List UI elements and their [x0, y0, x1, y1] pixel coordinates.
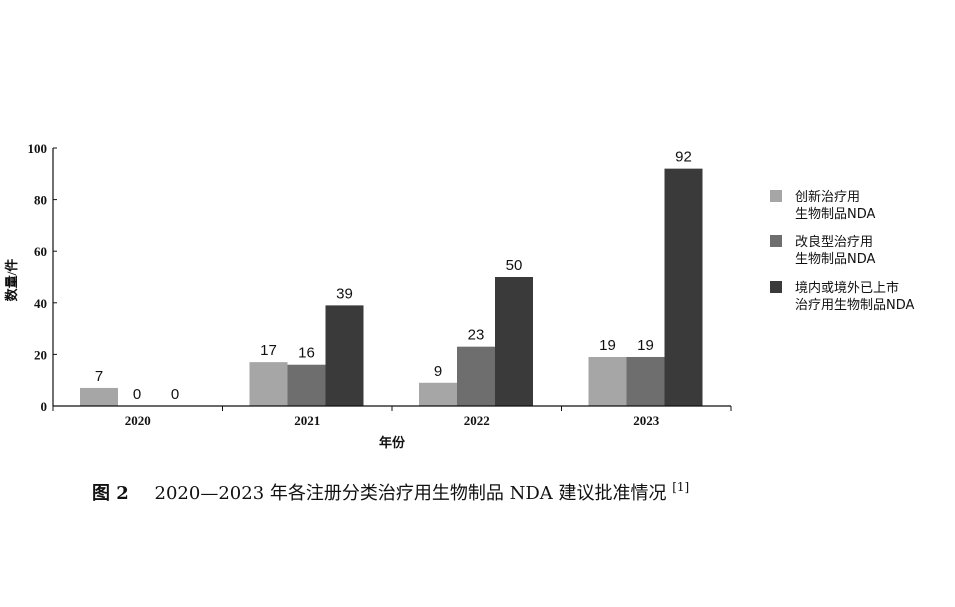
data-label: 9 [434, 363, 442, 380]
bar [588, 356, 627, 406]
y-tick-label: 60 [34, 244, 47, 259]
y-axis-title: 数量/件 [4, 259, 19, 302]
caption-text: 2020—2023 年各注册分类治疗用生物制品 NDA 建议批准情况 [155, 483, 667, 504]
data-label: 0 [171, 386, 179, 403]
bar [325, 305, 364, 406]
data-label: 19 [637, 337, 654, 354]
x-axis: 2020 2021 2022 2023 [52, 405, 732, 428]
x-tick-label: 2021 [294, 413, 320, 428]
bar [664, 168, 703, 406]
legend-label: 创新治疗用生物制品NDA [795, 189, 876, 222]
legend-label-line: 生物制品NDA [795, 207, 876, 222]
y-tick-label: 100 [28, 141, 48, 156]
bar [457, 346, 495, 406]
legend-label-line: 生物制品NDA [795, 252, 876, 267]
x-tick-label: 2023 [633, 413, 660, 428]
y-tick-label: 20 [34, 347, 47, 362]
legend-swatch [770, 190, 782, 202]
legend: 创新治疗用生物制品NDA改良型治疗用生物制品NDA境内或境外已上市治疗用生物制品… [770, 189, 915, 313]
bar [80, 387, 118, 406]
figure-caption: 图 2 2020—2023 年各注册分类治疗用生物制品 NDA 建议批准情况 [… [92, 480, 689, 504]
bar [249, 362, 288, 406]
bar [287, 364, 326, 406]
data-label: 17 [260, 342, 277, 359]
data-label: 50 [506, 257, 523, 274]
legend-label: 境内或境外已上市治疗用生物制品NDA [795, 280, 915, 313]
legend-label: 改良型治疗用生物制品NDA [795, 234, 876, 267]
data-label: 23 [468, 327, 485, 344]
legend-swatch [770, 281, 782, 293]
x-tick-label: 2022 [464, 413, 490, 428]
legend-entry: 改良型治疗用生物制品NDA [770, 234, 876, 267]
bar [626, 356, 665, 406]
legend-label-line: 改良型治疗用 [795, 234, 873, 250]
svg-text:图 2 2020—2023 年各注册分类治疗用生: 图 2 2020—2023 年各注册分类治疗用生物制品 NDA 建议批准情况 [… [92, 480, 689, 504]
data-label: 16 [298, 345, 315, 362]
plot-area: 7 17 9 19 0 16 23 19 0 39 50 92 [80, 149, 703, 406]
bar [495, 277, 533, 406]
y-tick-label: 40 [34, 296, 47, 311]
data-label: 19 [599, 337, 616, 354]
legend-entry: 境内或境外已上市治疗用生物制品NDA [770, 280, 915, 313]
data-label: 7 [95, 368, 103, 385]
x-tick-label: 2020 [125, 413, 151, 428]
legend-label-line: 境内或境外已上市 [795, 280, 899, 296]
bar [419, 382, 457, 406]
legend-swatch [770, 235, 782, 247]
legend-entry: 创新治疗用生物制品NDA [770, 189, 876, 222]
caption-ref: [1] [672, 480, 689, 494]
legend-label-line: 创新治疗用 [795, 189, 860, 205]
caption-label: 图 2 [92, 483, 129, 504]
legend-label-line: 治疗用生物制品NDA [795, 298, 915, 313]
data-label: 0 [133, 386, 141, 403]
data-label: 39 [336, 285, 353, 302]
data-label: 92 [675, 149, 692, 166]
x-axis-title: 年份 [379, 435, 406, 450]
y-tick-label: 0 [41, 399, 48, 414]
y-axis: 0 20 40 60 80 100 [28, 141, 57, 414]
y-tick-label: 80 [34, 193, 47, 208]
